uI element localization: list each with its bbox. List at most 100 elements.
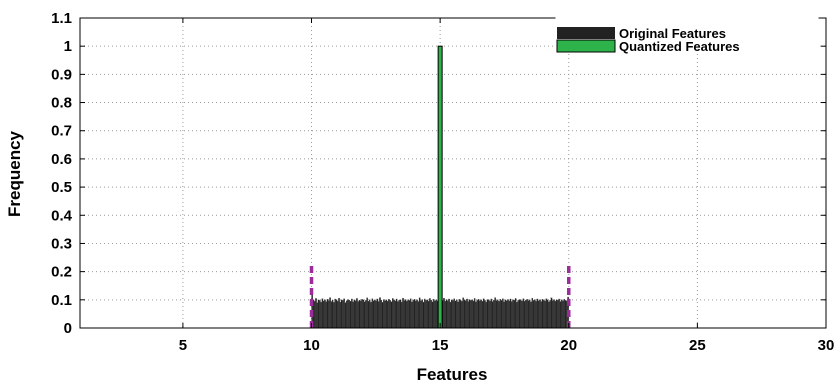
bar-original xyxy=(356,298,358,329)
bar-original xyxy=(322,300,325,329)
bar-original xyxy=(528,299,531,329)
bar-original xyxy=(380,299,383,329)
bar-original xyxy=(505,300,508,329)
bar-original xyxy=(416,299,418,329)
bar-original xyxy=(537,300,540,329)
bar-original xyxy=(517,300,519,329)
bar-original xyxy=(550,297,553,329)
bar-original xyxy=(342,300,344,329)
y-tick-label: 0.5 xyxy=(51,179,72,196)
bar-original xyxy=(432,299,435,329)
y-tick-label: 0.1 xyxy=(51,292,72,309)
bar-original xyxy=(352,301,354,329)
bar-original xyxy=(435,299,438,329)
bar-original xyxy=(532,300,535,329)
bar-original xyxy=(539,299,541,329)
bar-original xyxy=(339,301,342,329)
bar-original xyxy=(377,301,380,329)
bar-original xyxy=(493,299,495,329)
bar-original xyxy=(500,300,503,329)
bar-original xyxy=(347,299,349,329)
y-axis-label: Frequency xyxy=(5,130,24,217)
bar-original xyxy=(340,299,343,329)
bar-original xyxy=(338,297,340,329)
bar-original xyxy=(325,301,328,329)
bar-original xyxy=(555,299,558,329)
bar-original xyxy=(372,300,375,329)
bar-original xyxy=(470,300,472,329)
bar-original xyxy=(384,300,386,329)
bar-original xyxy=(558,298,560,329)
bar-original xyxy=(351,298,353,329)
bar-original xyxy=(480,299,482,329)
bar-original xyxy=(330,301,333,329)
bar-original xyxy=(366,297,368,329)
bar-original xyxy=(336,301,339,329)
bar-original xyxy=(326,299,329,329)
bar-original xyxy=(423,298,426,329)
bar-original xyxy=(383,299,385,329)
bar-original xyxy=(534,299,536,329)
bar-original xyxy=(502,298,504,329)
bar-original xyxy=(357,301,360,329)
bar-original xyxy=(388,299,390,329)
legend-swatch-original xyxy=(557,27,615,39)
bar-original xyxy=(329,297,331,329)
bar-original xyxy=(422,301,425,329)
bar-original xyxy=(358,299,361,329)
bar-original xyxy=(545,298,548,329)
bar-original xyxy=(361,299,363,329)
bar-original xyxy=(381,302,384,329)
bar-original xyxy=(559,301,562,329)
bar-original xyxy=(560,299,563,329)
bar-original xyxy=(418,297,421,329)
bar-original xyxy=(403,300,406,329)
bar-original xyxy=(516,301,518,329)
bar-original xyxy=(344,302,347,329)
bar-original xyxy=(467,301,470,329)
bar-original xyxy=(362,299,365,329)
bar-original xyxy=(494,297,496,329)
bar-original xyxy=(431,301,434,329)
bar-original xyxy=(359,300,362,329)
bar-original xyxy=(498,301,500,329)
y-tick-label: 1.1 xyxy=(51,10,72,27)
bar-original xyxy=(313,301,316,329)
bar-original xyxy=(466,298,468,329)
bar-original xyxy=(370,301,372,329)
bar-original xyxy=(499,299,502,329)
bar-original xyxy=(447,300,449,329)
bar-original xyxy=(458,299,461,329)
bar-original xyxy=(503,301,505,329)
bar-original xyxy=(434,300,436,329)
bar-original xyxy=(562,300,564,329)
bar-original xyxy=(551,300,554,329)
bar-original xyxy=(496,299,499,329)
bar-original xyxy=(391,298,394,329)
legend: Original Features Quantized Features xyxy=(555,15,819,54)
bar-original xyxy=(404,299,407,329)
x-tick-label: 10 xyxy=(303,337,320,354)
bar-original xyxy=(345,300,348,329)
bar-original xyxy=(349,301,352,329)
bar-original xyxy=(443,297,445,329)
bar-original xyxy=(481,301,484,329)
bar-original xyxy=(386,301,389,329)
bar-original xyxy=(563,299,566,329)
bar-original xyxy=(317,299,320,329)
bar-original xyxy=(426,299,429,329)
bar-original xyxy=(390,301,393,329)
bar-original xyxy=(448,298,450,329)
bar-original xyxy=(324,299,326,329)
bar-original xyxy=(491,301,494,329)
bar-original xyxy=(463,299,466,329)
bar-original xyxy=(402,297,404,329)
bar-original xyxy=(514,298,517,329)
bar-original xyxy=(512,299,514,329)
x-tick-label: 20 xyxy=(560,337,577,354)
y-tick-label: 0.8 xyxy=(51,95,72,112)
bar-original xyxy=(490,298,493,329)
bar-original xyxy=(540,301,543,329)
bar-original xyxy=(508,300,511,329)
bar-quantized xyxy=(437,45,443,329)
